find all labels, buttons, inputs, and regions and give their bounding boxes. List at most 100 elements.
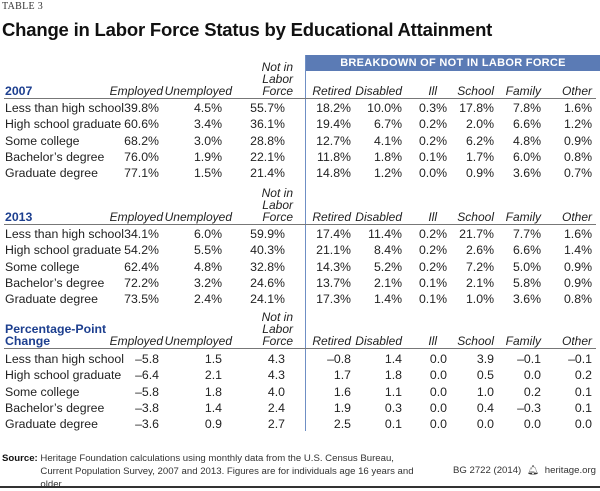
cell-value: 2.1%	[465, 275, 494, 290]
cell-value: 0.8%	[563, 292, 592, 307]
cell-value: 3.6%	[512, 292, 541, 307]
source-label: Source:	[2, 453, 38, 464]
cell-value: 1.8%	[373, 149, 402, 164]
cell-value: 14.8%	[316, 166, 351, 181]
cell-value: 4.8%	[193, 259, 222, 274]
cell-value: 0.7%	[563, 166, 592, 181]
column-header: Family	[505, 210, 541, 224]
cell-value: 3.6%	[512, 166, 541, 181]
section-header-row: Percentage-Point Change Employed Unemploye…	[4, 311, 596, 349]
table-number: TABLE 3	[2, 1, 44, 12]
cell-value: 0.4	[476, 400, 494, 415]
cell-value: 62.4%	[124, 259, 159, 274]
cell-value: 0.0	[523, 417, 541, 432]
cell-value: 68.2%	[124, 133, 159, 148]
cell-value: 1.1	[384, 384, 402, 399]
cell-value: 0.0	[429, 384, 447, 399]
cell-value: –6.4	[135, 368, 159, 383]
cell-value: 0.8%	[563, 149, 592, 164]
cell-value: 3.9	[476, 352, 494, 366]
row-label: Graduate degree	[5, 292, 98, 307]
cell-value: 21.7%	[459, 227, 494, 241]
cell-value: 4.1%	[373, 133, 402, 148]
cell-value: 6.6%	[512, 243, 541, 258]
cell-value: –3.8	[135, 400, 159, 415]
row-label: Less than high school	[5, 227, 124, 241]
section-label: 2013	[5, 210, 33, 224]
cell-value: 1.0	[476, 384, 494, 399]
cell-value: 0.1	[574, 400, 592, 415]
cell-value: 54.2%	[124, 243, 159, 258]
column-header: School	[457, 210, 494, 224]
cell-value: 4.3	[267, 352, 285, 366]
cell-value: 18.2%	[316, 101, 351, 115]
cell-value: 4.0	[267, 384, 285, 399]
bottom-rule	[0, 486, 600, 488]
column-header: Family	[505, 334, 541, 348]
cell-value: 3.4%	[193, 117, 222, 132]
column-header: Employed	[109, 84, 163, 98]
cell-value: 0.0	[476, 417, 494, 432]
cell-value: 1.9	[333, 400, 351, 415]
cell-value: 6.7%	[373, 117, 402, 132]
column-header: Other	[561, 210, 592, 224]
cell-value: 8.4%	[373, 243, 402, 258]
cell-value: 40.3%	[250, 243, 285, 258]
column-header: Employed	[109, 210, 163, 224]
cell-value: 1.4	[204, 400, 222, 415]
cell-value: 22.1%	[250, 149, 285, 164]
cell-value: 34.1%	[124, 227, 159, 241]
cell-value: 1.6%	[563, 101, 592, 115]
table-row: Bachelor’s degree 76.0% 1.9% 22.1% 11.8% 1.8%…	[4, 149, 596, 165]
cell-value: 28.8%	[250, 133, 285, 148]
cell-value: 6.0%	[512, 149, 541, 164]
row-label: Graduate degree	[5, 166, 98, 181]
cell-value: 0.9%	[563, 259, 592, 274]
source-note: Source: Heritage Foundation calculations…	[2, 452, 420, 491]
cell-value: –5.8	[135, 384, 159, 399]
cell-value: 1.4%	[373, 292, 402, 307]
cell-value: 0.9%	[563, 275, 592, 290]
cell-value: 0.2	[574, 368, 592, 383]
table-row: Some college –5.8 1.8 4.0 1.6 1.1 0.0 1.0 0.2 0.1	[4, 384, 596, 400]
cell-value: 59.9%	[250, 227, 285, 241]
cell-value: 1.8	[384, 368, 402, 383]
bell-icon: 🔔︎	[526, 465, 540, 476]
cell-value: 0.0	[429, 368, 447, 383]
credit-site: heritage.org	[544, 465, 596, 476]
cell-value: 1.5	[204, 352, 222, 366]
cell-value: 5.2%	[373, 259, 402, 274]
cell-value: 11.4%	[368, 227, 402, 241]
cell-value: 7.2%	[465, 259, 494, 274]
credit-id: BG 2722 (2014)	[452, 465, 522, 476]
column-header: Ill	[428, 84, 437, 98]
table-row: High school graduate 54.2% 5.5% 40.3% 21.1% 8…	[4, 242, 596, 258]
column-header: Ill	[428, 210, 437, 224]
cell-value: 0.9%	[465, 166, 494, 181]
table-row: Bachelor’s degree 72.2% 3.2% 24.6% 13.7% 2.1%…	[4, 275, 596, 291]
cell-value: 14.3%	[316, 259, 351, 274]
row-label: High school graduate	[5, 368, 122, 383]
table-row: Less than high school 39.8% 4.5% 55.7% 18.2%…	[4, 100, 596, 116]
row-label: Less than high school	[5, 101, 124, 115]
section-label: 2007	[5, 84, 33, 98]
cell-value: 1.2%	[563, 117, 592, 132]
cell-value: 17.8%	[459, 101, 494, 115]
cell-value: 21.4%	[250, 166, 285, 181]
table-row: Graduate degree 77.1% 1.5% 21.4% 14.8% 1.2% 0.…	[4, 165, 596, 181]
row-label: Some college	[5, 133, 80, 148]
cell-value: 1.7	[333, 368, 351, 383]
cell-value: 0.0	[429, 417, 447, 432]
cell-value: 0.2%	[418, 133, 447, 148]
cell-value: –5.8	[135, 352, 159, 366]
cell-value: 5.8%	[512, 275, 541, 290]
cell-value: 1.0%	[465, 292, 494, 307]
cell-value: 73.5%	[124, 292, 159, 307]
cell-value: 1.6	[333, 384, 351, 399]
column-header: Unemployed	[164, 210, 232, 224]
cell-value: 1.9%	[193, 149, 222, 164]
column-header: Disabled	[355, 334, 402, 348]
cell-value: 2.1	[204, 368, 222, 383]
column-header: Disabled	[355, 84, 402, 98]
cell-value: 12.7%	[316, 133, 351, 148]
